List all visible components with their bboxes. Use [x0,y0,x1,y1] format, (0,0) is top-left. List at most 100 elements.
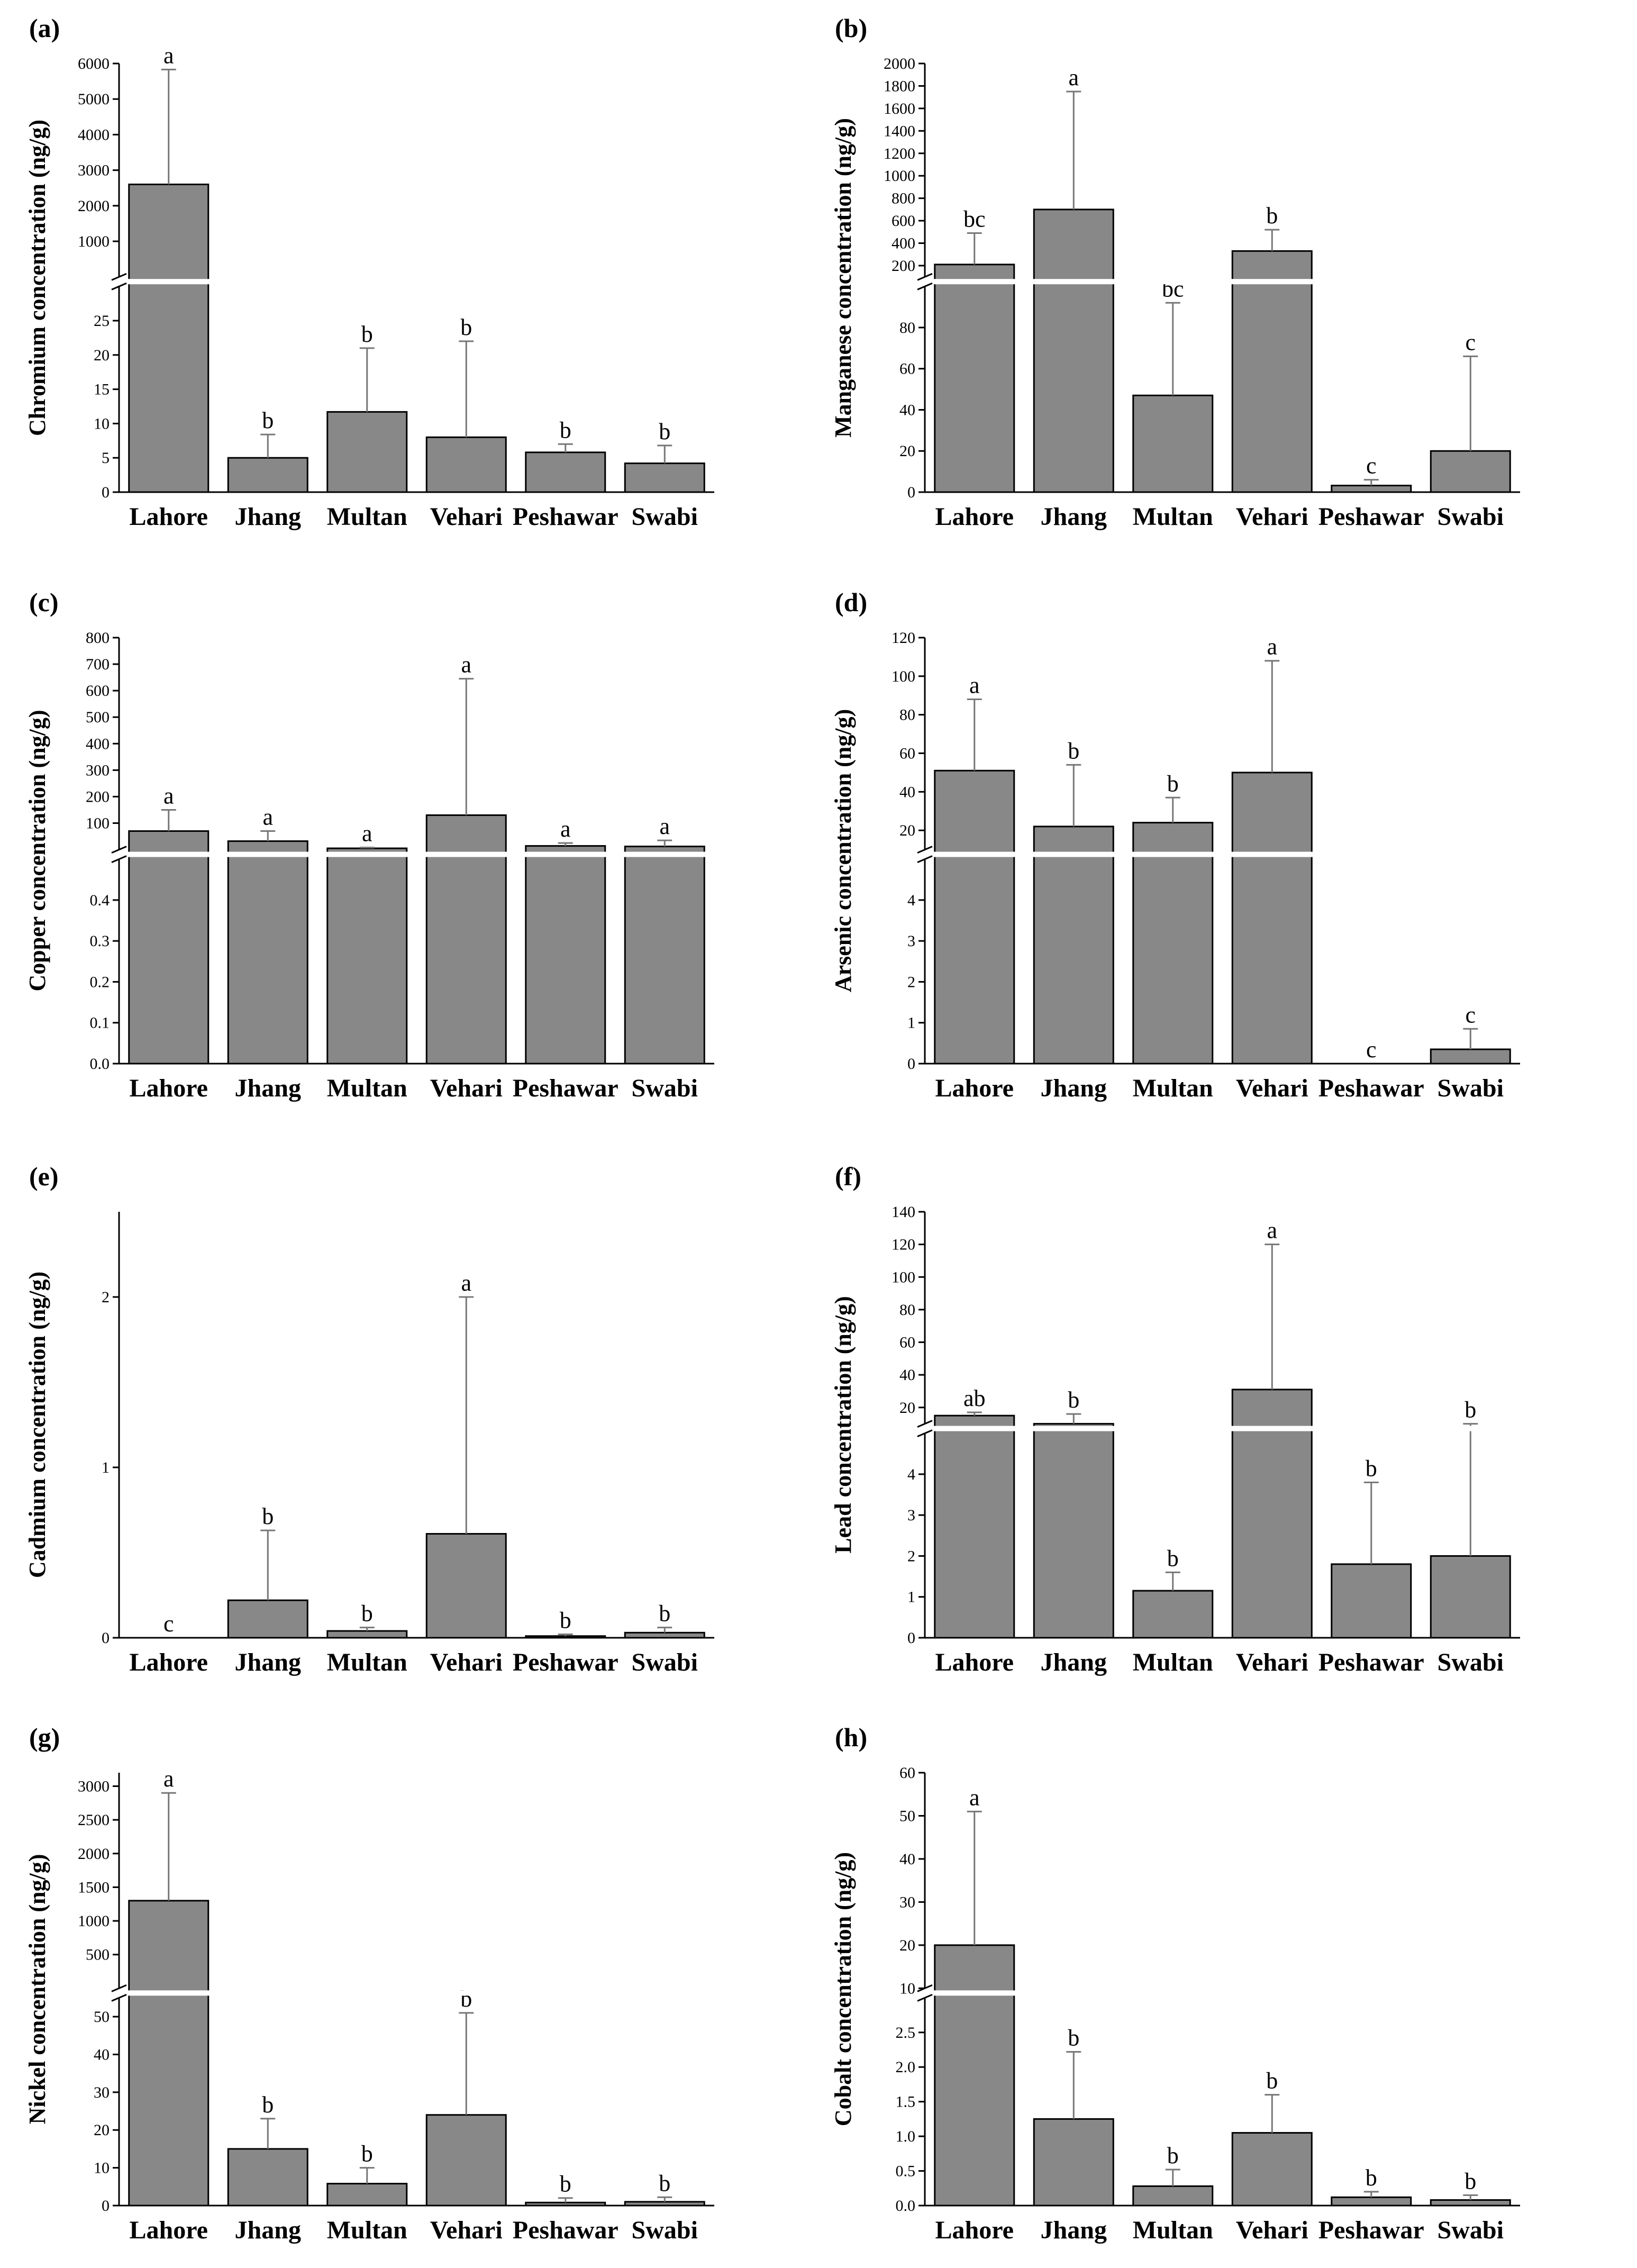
bar-jhang [1033,2118,1114,2207]
y-tick-label: 2 [907,1547,915,1565]
bar-peshawar [525,451,606,493]
y-tick-label: 3 [907,1507,915,1524]
significance-label: b [560,1608,571,1634]
y-tick-label: 1.0 [896,2128,916,2145]
x-tick-label: Vehari [1236,1648,1308,1676]
axis-break-mark [917,1993,933,2002]
x-tick-label: Peshawar [1318,1074,1424,1102]
bar-vehari [425,2114,507,2207]
panel-label: (b) [835,13,867,43]
axis-break-mark [111,846,127,854]
panel-f: ab Lahore b Jhang b Multan a Vehari b Peshawar b Sw… [830,1162,1520,1676]
axis-break-mark [111,1993,127,2002]
axis-break-band [118,1990,713,1996]
x-tick-label: Lahore [130,1074,208,1102]
x-tick-label: Multan [1133,503,1213,531]
x-tick-label: Multan [327,1648,407,1676]
y-tick-label: 0 [907,484,915,501]
y-tick-label: 0.3 [90,932,110,950]
axis-break-band [118,279,713,285]
significance-label: b [1266,203,1278,229]
significance-label: b [361,321,373,347]
x-tick-label: Swabi [1438,503,1504,531]
bar-vehari [1231,2132,1313,2207]
significance-label: c [1465,329,1476,355]
y-tick-label: 140 [892,1203,915,1221]
bar-lahore [934,264,1015,493]
significance-label: b [1068,738,1079,764]
y-tick-label: 2500 [78,1811,110,1829]
x-tick-label: Swabi [632,2216,698,2244]
x-tick-label: Peshawar [513,503,619,531]
y-tick-label: 0 [102,484,110,501]
y-axis-label: Manganese concentration (ng/g) [830,118,856,438]
y-tick-label: 20 [94,2121,110,2139]
axis-break-mark [917,1429,933,1437]
x-tick-label: Jhang [1041,2216,1107,2244]
y-tick-label: 2.0 [896,2058,916,2076]
axis-break-mark [917,273,933,281]
x-tick-label: Lahore [130,503,208,531]
y-tick-label: 40 [899,401,915,419]
y-tick-label: 10 [94,415,110,432]
axis-break-mark [917,282,933,291]
y-tick-label: 60 [899,1334,915,1351]
y-tick-label: 5000 [78,90,110,108]
x-tick-label: Vehari [430,2216,503,2244]
y-tick-label: 80 [899,706,915,724]
significance-label: b [1068,1387,1079,1413]
significance-label: b [262,2092,274,2118]
y-tick-label: 10 [899,1980,915,1997]
x-tick-label: Lahore [935,503,1014,531]
x-tick-label: Swabi [1438,1648,1504,1676]
y-axis-label: Arsenic concentration (ng/g) [830,709,856,992]
y-tick-label: 3 [907,932,915,950]
y-tick-label: 5 [102,449,110,467]
y-tick-label: 200 [86,788,110,805]
y-tick-label: 4 [907,1466,915,1483]
y-tick-label: 30 [94,2084,110,2101]
panel-d: a Lahore b Jhang b Multan a Vehari c Peshawar c Swa… [830,587,1520,1102]
significance-label: a [969,673,980,698]
bar-jhang [227,840,308,1065]
bar-multan [326,847,408,1065]
y-tick-label: 120 [892,629,915,647]
panel-a: a Lahore b Jhang b Multan b Vehari b Peshawar b Swa… [24,13,714,531]
bar-vehari [1231,250,1313,493]
x-tick-label: Swabi [1438,1074,1504,1102]
y-tick-label: 1 [907,1014,915,1032]
y-tick-label: 1.5 [896,2093,916,2111]
bar-multan [326,2183,408,2207]
bar-vehari [425,1533,507,1639]
panel-label: (g) [29,1722,60,1752]
y-tick-label: 0.4 [90,892,110,909]
significance-label: b [1167,770,1179,796]
bar-peshawar [1331,1563,1412,1639]
panel-label: (h) [835,1722,867,1752]
y-tick-label: 4 [907,892,915,909]
axis-break-mark [111,855,127,863]
y-tick-label: 15 [94,381,110,398]
y-tick-label: 80 [899,319,915,337]
x-tick-label: Lahore [935,2216,1014,2244]
bar-lahore [128,183,210,493]
bar-jhang [227,1599,308,1639]
significance-label: b [361,1601,373,1627]
y-tick-label: 0 [907,1629,915,1647]
y-tick-label: 20 [899,822,915,839]
x-tick-label: Peshawar [1318,2216,1424,2244]
axis-break-mark [111,273,127,281]
y-tick-label: 3000 [78,162,110,179]
y-axis-label: Copper concentration (ng/g) [24,710,50,991]
y-tick-label: 60 [899,360,915,378]
bar-multan [1132,394,1214,493]
x-tick-label: Multan [1133,1648,1213,1676]
y-tick-label: 600 [86,682,110,700]
significance-label: ab [963,1385,986,1411]
y-tick-label: 800 [892,190,915,207]
significance-label: c [1366,1037,1377,1063]
y-tick-label: 1400 [884,122,915,140]
x-tick-label: Lahore [130,1648,208,1676]
bar-jhang [1033,1423,1114,1639]
